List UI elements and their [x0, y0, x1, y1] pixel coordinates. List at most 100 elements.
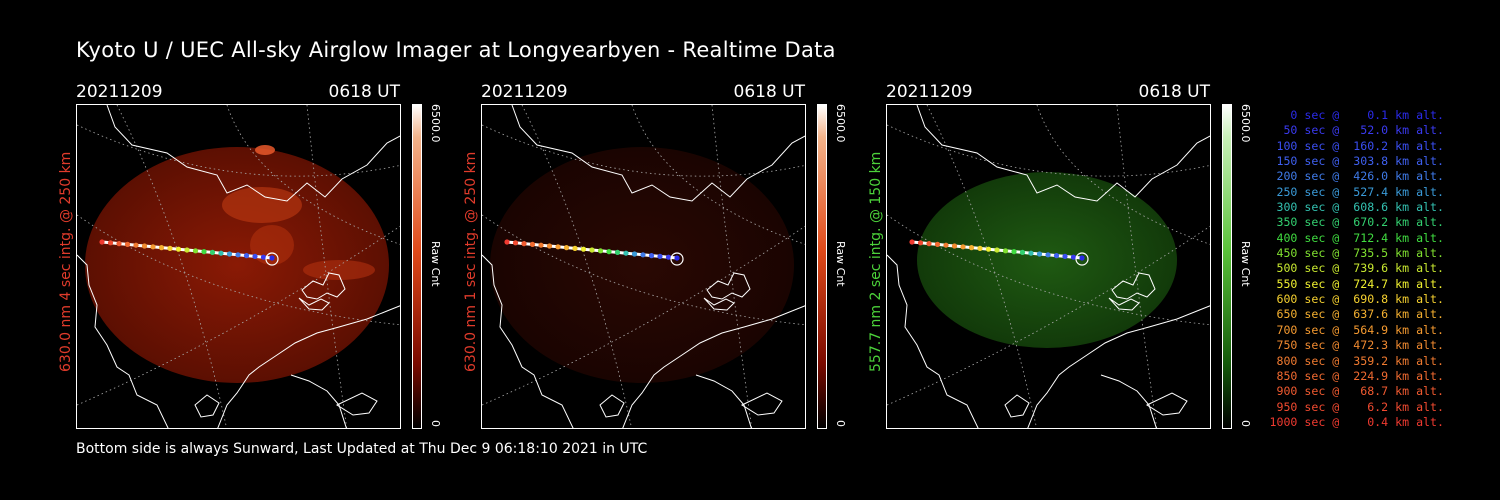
panel-3-cbar-max: 6500.0 [1239, 104, 1252, 143]
trajectory-point [943, 242, 949, 248]
legend-entry: 350 sec @ 670.2 km alt. [1269, 215, 1444, 230]
legend-entry: 950 sec @ 6.2 km alt. [1269, 399, 1444, 414]
legend-entry: 0 sec @ 0.1 km alt. [1269, 108, 1444, 122]
trajectory-point [572, 245, 578, 251]
panel-3-ylabel: 557.7 nm 2 sec intg. @ 150 km [868, 151, 884, 372]
trajectory-point [107, 240, 114, 246]
trajectory-point [521, 241, 527, 247]
trajectory-point [631, 251, 638, 257]
trajectory-point [133, 242, 139, 248]
trajectory-point [235, 252, 241, 258]
trajectory-point [209, 249, 216, 255]
legend-entry: 200 sec @ 426.0 km alt. [1269, 169, 1444, 184]
trajectory-point [968, 245, 975, 251]
page-title: Kyoto U / UEC All-sky Airglow Imager at … [76, 38, 836, 62]
legend-entry: 550 sec @ 724.7 km alt. [1269, 276, 1444, 291]
panel-1-time: 0618 UT [328, 82, 401, 102]
trajectory-point [504, 239, 510, 245]
panel-3-date: 20211209 [886, 82, 973, 102]
trajectory-point [674, 255, 680, 261]
legend-entry: 300 sec @ 608.6 km alt. [1269, 200, 1444, 215]
panel-1-ylabel: 630.0 nm 4 sec intg. @ 250 km [58, 151, 74, 372]
trajectory-point [909, 239, 915, 245]
trajectory-point [1036, 251, 1043, 257]
trajectory-point [512, 240, 519, 246]
airglow-disc [490, 147, 794, 383]
trajectory-point [1045, 252, 1051, 258]
trajectory-point [116, 241, 122, 247]
trajectory-point [226, 251, 233, 257]
station-marker [265, 252, 279, 266]
panel-2-date: 20211209 [481, 82, 568, 102]
trajectory-point [985, 246, 992, 252]
trajectory-point [606, 249, 612, 255]
panel-3-cbar-min: 0 [1239, 420, 1252, 427]
trajectory-point [1079, 255, 1085, 261]
legend-entry: 850 sec @ 224.9 km alt. [1269, 368, 1444, 383]
time-altitude-legend: 0 sec @ 0.1 km alt. 50 sec @ 52.0 km alt… [1262, 108, 1444, 430]
trajectory-point [538, 242, 544, 248]
panel-1-date: 20211209 [76, 82, 163, 102]
legend-entry: 650 sec @ 637.6 km alt. [1269, 307, 1444, 322]
panel-3-cbar-unit: Raw Cnt [1239, 241, 1252, 287]
airglow-disc [85, 147, 389, 383]
trajectory-point [269, 255, 275, 261]
trajectory-point [917, 240, 924, 246]
trajectory-point [926, 241, 932, 247]
trajectory-point [1070, 254, 1077, 260]
trajectory-point [994, 247, 1000, 253]
trajectory-point [648, 253, 655, 259]
trajectory-point [124, 241, 131, 247]
legend-entry: 100 sec @ 160.2 km alt. [1269, 138, 1444, 153]
trajectory-point [580, 246, 587, 252]
trajectory-point [218, 250, 224, 256]
trajectory-point [1019, 249, 1026, 255]
panel-2-image [481, 104, 806, 429]
trajectory-point [192, 248, 199, 254]
trajectory-point [175, 246, 182, 252]
trajectory-point [1062, 253, 1068, 259]
legend-entry: 450 sec @ 735.5 km alt. [1269, 246, 1444, 261]
trajectory-point [260, 254, 267, 260]
trajectory-point [529, 241, 536, 247]
panel-2-ylabel: 630.0 nm 1 sec intg. @ 250 km [463, 151, 479, 372]
trajectory-point [563, 245, 570, 251]
panel-2-cbar-max: 6500.0 [834, 104, 847, 143]
trajectory-point [1011, 249, 1017, 255]
station-marker [670, 252, 684, 266]
trajectory-point [167, 245, 173, 251]
trajectory-point [1028, 250, 1034, 256]
trajectory-point [141, 243, 148, 249]
legend-entry: 1000 sec @ 0.4 km alt. [1269, 414, 1444, 429]
panel-2-colorbar [817, 104, 827, 429]
panel-1-cbar-min: 0 [429, 420, 442, 427]
panel-1-image [76, 104, 401, 429]
panel-3-time: 0618 UT [1138, 82, 1211, 102]
trajectory-point [243, 253, 250, 259]
panel-1-cbar-unit: Raw Cnt [429, 241, 442, 287]
trajectory-point [623, 250, 629, 256]
legend-entry: 400 sec @ 712.4 km alt. [1269, 230, 1444, 245]
legend-entry: 800 sec @ 359.2 km alt. [1269, 353, 1444, 368]
trajectory-point [960, 244, 966, 250]
footer-note: Bottom side is always Sunward, Last Upda… [76, 441, 648, 457]
trajectory-point [657, 253, 663, 259]
trajectory-point [158, 245, 165, 251]
trajectory-point [1002, 248, 1009, 254]
legend-entry: 150 sec @ 303.8 km alt. [1269, 154, 1444, 169]
trajectory-point [934, 241, 941, 247]
legend-entry: 700 sec @ 564.9 km alt. [1269, 322, 1444, 337]
trajectory-point [184, 247, 190, 253]
legend-entry: 500 sec @ 739.6 km alt. [1269, 261, 1444, 276]
trajectory-point [589, 247, 595, 253]
panel-3-image [886, 104, 1211, 429]
trajectory-point [201, 249, 207, 255]
trajectory-point [1053, 253, 1060, 259]
trajectory-point [99, 239, 105, 245]
legend-entry: 250 sec @ 527.4 km alt. [1269, 184, 1444, 199]
trajectory-point [977, 245, 983, 251]
panel-1-colorbar [412, 104, 422, 429]
panel-1-cbar-max: 6500.0 [429, 104, 442, 143]
trajectory-point [252, 253, 258, 259]
panel-2-cbar-unit: Raw Cnt [834, 241, 847, 287]
